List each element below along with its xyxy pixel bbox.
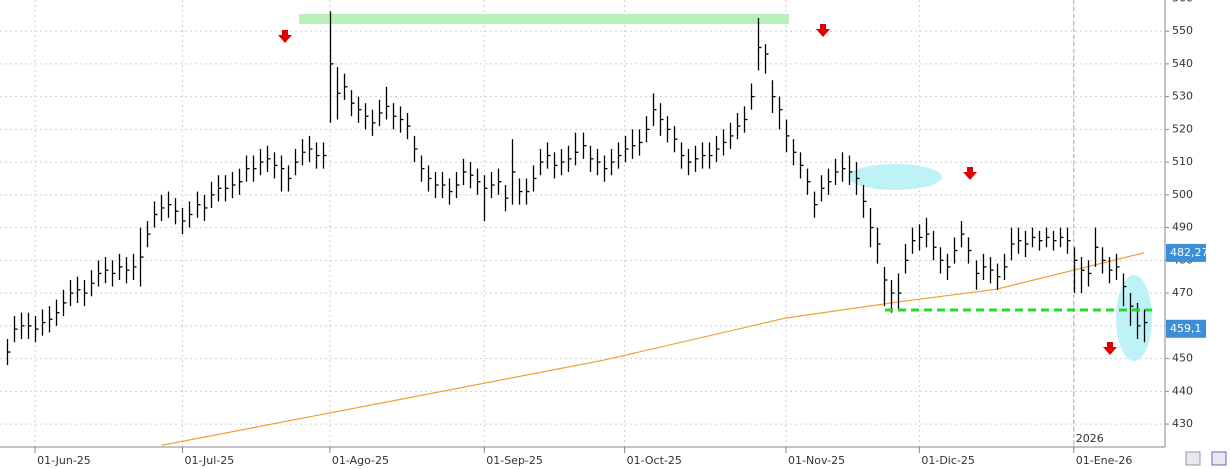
y-tick-label: 450 <box>1172 352 1193 365</box>
x-tick-label: 01-Dic-25 <box>921 454 975 467</box>
x-tick-label: 01-Jul-25 <box>184 454 234 467</box>
year-label: 2026 <box>1076 432 1104 445</box>
save-icon[interactable] <box>1211 451 1227 466</box>
x-tick-label: 01-Nov-25 <box>788 454 845 467</box>
down-arrow <box>1103 342 1117 355</box>
resistance-band <box>299 14 789 24</box>
arrows <box>278 24 1117 355</box>
y-tick-label: 540 <box>1172 57 1193 70</box>
price-label: 459,1 <box>1170 322 1202 335</box>
x-tick-label: 01-Ago-25 <box>332 454 389 467</box>
grid <box>0 0 1165 447</box>
y-tick-label: 430 <box>1172 417 1193 430</box>
x-tick-label: 01-Sep-25 <box>486 454 543 467</box>
axes: 4304404504604704804905005105205305405505… <box>34 0 1209 467</box>
y-tick-label: 440 <box>1172 384 1193 397</box>
highlight-ellipse <box>848 164 942 190</box>
x-tick-label: 01-Oct-25 <box>627 454 682 467</box>
y-tick-label: 550 <box>1172 24 1193 37</box>
tool-icon[interactable] <box>1185 451 1201 466</box>
price-label: 482,27 <box>1170 246 1209 259</box>
down-arrow <box>963 167 977 180</box>
x-tick-label: 01-Jun-25 <box>37 454 91 467</box>
y-tick-label: 490 <box>1172 221 1193 234</box>
y-tick-label: 510 <box>1172 155 1193 168</box>
y-tick-label: 560 <box>1172 0 1193 4</box>
y-tick-label: 470 <box>1172 286 1193 299</box>
price-label-box <box>1166 319 1206 338</box>
moving-average <box>161 252 1145 446</box>
x-tick-label: 01-Ene-26 <box>1076 454 1133 467</box>
y-tick-label: 520 <box>1172 122 1193 135</box>
price-label-box <box>1166 243 1206 262</box>
down-arrow <box>816 24 830 37</box>
y-tick-label: 500 <box>1172 188 1193 201</box>
y-tick-label: 530 <box>1172 90 1193 103</box>
highlight-ellipse <box>1116 275 1152 361</box>
down-arrow <box>278 30 292 43</box>
marks <box>6 11 1148 446</box>
